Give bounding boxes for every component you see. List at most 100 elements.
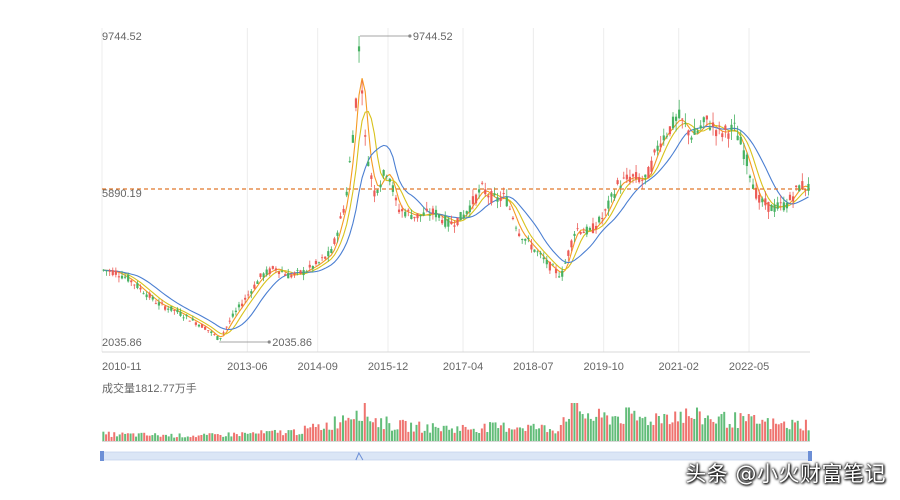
- candle-body: [631, 174, 635, 177]
- candle-body: [434, 209, 438, 218]
- slider-handle-right[interactable]: [808, 451, 812, 461]
- candle: [551, 263, 555, 266]
- volume-bar: [720, 414, 723, 441]
- slider-handle-left[interactable]: [100, 451, 104, 461]
- candle: [745, 152, 748, 175]
- volume-bar: [687, 416, 690, 441]
- volume-bar: [557, 431, 560, 441]
- candle-body: [554, 268, 558, 274]
- candle-body: [770, 204, 773, 211]
- volume-bar: [184, 437, 187, 441]
- candle: [284, 272, 287, 276]
- candle: [114, 267, 117, 278]
- candle-body: [782, 202, 785, 211]
- volume-bar: [788, 429, 791, 441]
- candle: [647, 165, 650, 179]
- candle-body: [711, 122, 715, 127]
- candle: [665, 132, 668, 140]
- volume-bar: [230, 436, 233, 441]
- candle-body: [761, 198, 764, 203]
- volume-bar: [502, 422, 505, 441]
- volume-bar: [753, 414, 756, 441]
- volume-bar: [173, 437, 176, 441]
- volume-bar: [636, 420, 639, 441]
- candle-body: [339, 216, 342, 219]
- candle: [188, 320, 191, 322]
- candle: [416, 213, 419, 222]
- candle-body: [345, 191, 348, 196]
- candle-body: [601, 217, 604, 220]
- volume-bar: [704, 418, 707, 441]
- volume-bar: [290, 430, 293, 441]
- candle: [785, 198, 789, 213]
- candle: [804, 189, 807, 197]
- volume-bar: [401, 419, 404, 441]
- candle: [684, 113, 687, 128]
- candle: [561, 266, 564, 281]
- candle: [330, 246, 333, 254]
- candle: [456, 217, 459, 227]
- candle: [773, 198, 776, 218]
- x-tick-label: 2014-09: [297, 361, 337, 373]
- volume-bar: [268, 431, 271, 441]
- volume-bar: [295, 435, 298, 441]
- candle: [148, 291, 151, 300]
- candle: [518, 228, 521, 238]
- candle-body: [210, 331, 213, 333]
- volume-bar: [573, 403, 576, 441]
- candle: [693, 118, 696, 135]
- volume-bar: [214, 434, 217, 441]
- volume-bar: [167, 436, 170, 441]
- volume-bar: [347, 417, 350, 441]
- candle-body: [333, 238, 336, 244]
- volume-bar: [320, 430, 323, 441]
- volume-bar: [723, 411, 726, 441]
- candle-body: [545, 259, 548, 265]
- volume-bar: [352, 419, 355, 441]
- volume-bar: [568, 418, 571, 441]
- candle-body: [130, 280, 133, 283]
- volume-bar: [606, 415, 609, 441]
- slider-overview-line: [355, 451, 364, 461]
- volume-bar: [576, 403, 579, 441]
- range-slider[interactable]: [100, 451, 812, 461]
- candle: [487, 193, 490, 205]
- candle-body: [533, 249, 536, 252]
- volume-bar: [715, 423, 718, 441]
- candle-body: [268, 268, 271, 274]
- candle: [656, 140, 659, 156]
- candle: [607, 195, 610, 216]
- candle: [764, 191, 767, 210]
- candle: [570, 239, 573, 252]
- annotation-dot: [408, 34, 412, 38]
- candle-body: [157, 302, 161, 306]
- candle: [250, 289, 253, 299]
- volume-bar: [584, 418, 587, 441]
- candle-body: [773, 204, 776, 212]
- volume-bar: [203, 433, 206, 441]
- volume-bar: [766, 418, 769, 441]
- candle: [499, 191, 502, 207]
- volume-bar: [499, 425, 502, 441]
- volume-bar: [159, 436, 162, 441]
- candle: [671, 112, 675, 131]
- candle: [314, 259, 318, 266]
- volume-bar: [655, 413, 658, 441]
- candle: [102, 269, 105, 272]
- candle-body: [114, 270, 117, 275]
- volume-bar: [456, 426, 459, 441]
- candle: [287, 268, 290, 279]
- candle: [182, 314, 185, 321]
- candle: [477, 184, 481, 199]
- candle-body: [518, 233, 521, 237]
- volume-bar: [660, 423, 663, 441]
- candle-body: [591, 223, 595, 234]
- candle-body: [493, 193, 496, 196]
- candle: [459, 211, 462, 221]
- candle: [154, 300, 157, 305]
- candle: [505, 189, 508, 208]
- candle: [231, 310, 234, 319]
- candle-body: [222, 332, 225, 334]
- volume-bar: [254, 433, 257, 441]
- candle-body: [287, 273, 290, 279]
